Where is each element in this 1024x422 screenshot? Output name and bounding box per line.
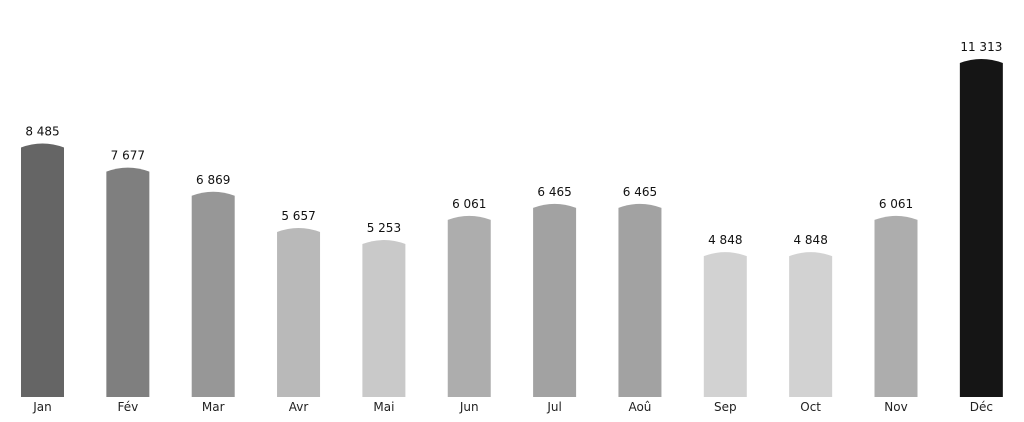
x-tick-label-0: Jan — [32, 400, 52, 414]
x-tick-label-6: Jul — [546, 400, 561, 414]
value-label-8: 4 848 — [708, 233, 742, 247]
bar-0 — [21, 143, 64, 397]
value-label-6: 6 465 — [537, 185, 571, 199]
bars-group — [21, 59, 1003, 397]
bar-5 — [447, 215, 491, 397]
bar-3 — [277, 227, 321, 397]
x-tick-label-11: Déc — [970, 400, 993, 414]
bar-11 — [959, 59, 1003, 397]
value-label-5: 6 061 — [452, 197, 486, 211]
x-tick-label-1: Fév — [117, 400, 138, 414]
bar-6 — [533, 203, 577, 397]
x-tick-label-8: Sep — [714, 400, 737, 414]
value-label-10: 6 061 — [879, 197, 913, 211]
bar-1 — [106, 167, 150, 397]
bar-9 — [789, 252, 833, 397]
bar-8 — [703, 252, 747, 397]
value-label-11: 11 313 — [960, 40, 1002, 54]
value-label-9: 4 848 — [793, 233, 827, 247]
value-label-4: 5 253 — [367, 221, 401, 235]
bar-4 — [362, 240, 406, 397]
x-tick-label-4: Mai — [373, 400, 394, 414]
bar-7 — [618, 203, 662, 397]
x-tick-label-2: Mar — [202, 400, 225, 414]
value-label-0: 8 485 — [25, 124, 59, 138]
x-tick-label-5: Jun — [459, 400, 479, 414]
bar-10 — [874, 215, 918, 397]
value-label-1: 7 677 — [111, 149, 145, 163]
x-tick-label-7: Aoû — [628, 400, 651, 414]
value-label-7: 6 465 — [623, 185, 657, 199]
value-labels-group: 8 485 7 677 6 869 5 657 5 253 6 061 6 465 6 465… — [25, 40, 1002, 247]
x-tick-label-9: Oct — [800, 400, 821, 414]
bar-2 — [191, 191, 235, 397]
x-tick-label-10: Nov — [884, 400, 907, 414]
value-label-2: 6 869 — [196, 173, 230, 187]
value-label-3: 5 657 — [281, 209, 315, 223]
x-axis-tick-labels: Jan Fév Mar Avr Mai Jun Jul Aoû Sep Oct Nov Déc — [32, 400, 993, 414]
x-tick-label-3: Avr — [289, 400, 309, 414]
